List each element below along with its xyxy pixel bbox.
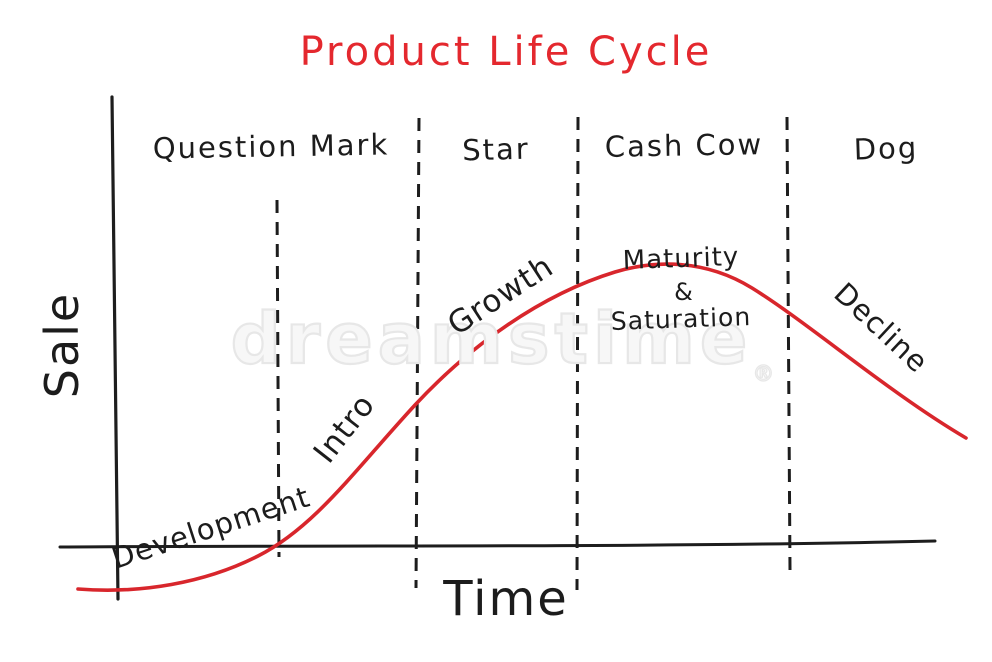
life-cycle-curve xyxy=(76,262,968,592)
x-axis-line xyxy=(58,539,937,549)
y-axis-line xyxy=(110,95,120,601)
zone-label-star: Star xyxy=(461,131,531,168)
zone-divider-1 xyxy=(275,199,281,558)
zone-divider-4 xyxy=(785,116,792,571)
chart-title: Product Life Cycle xyxy=(299,29,713,75)
y-axis-label: Sale xyxy=(35,291,89,399)
zone-label-dog: Dog xyxy=(853,130,919,167)
phase-label-maturity: Maturity xyxy=(622,241,740,277)
phase-label-ampersand: & xyxy=(674,278,694,306)
x-axis-label: Time xyxy=(443,571,569,627)
zone-divider-2 xyxy=(414,117,421,589)
zone-label-question-mark: Question Mark xyxy=(152,127,390,166)
phase-label-saturation: Saturation xyxy=(610,302,752,336)
zone-label-cash-cow: Cash Cow xyxy=(604,127,764,164)
zone-divider-3 xyxy=(575,116,580,591)
